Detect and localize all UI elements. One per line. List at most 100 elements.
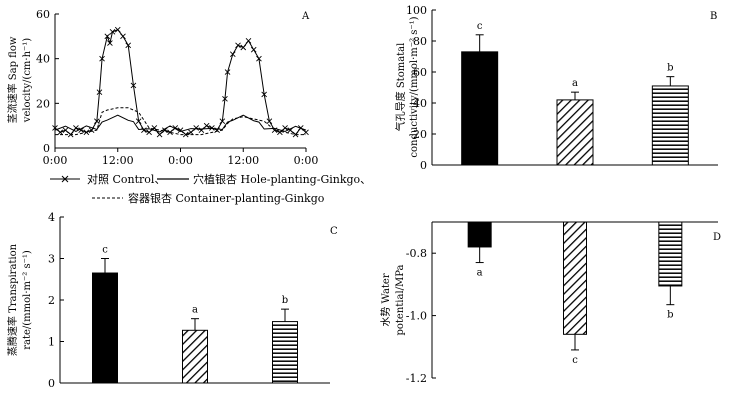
control-point-marker <box>277 129 283 136</box>
control-point-marker <box>120 33 126 40</box>
control-point-marker <box>99 55 105 62</box>
control-point-marker <box>287 127 294 133</box>
plot-area-a: 0 20 40 60 0:00 12:00 0:00 12:00 0:00 <box>36 8 318 167</box>
plot-area-c: 0 1 2 3 4 c a b <box>48 211 330 390</box>
x-tick-label-a: 0:00 <box>294 154 319 167</box>
panel-c: C 蒸腾速率 Transpiration rate/(mmol·m⁻² s⁻¹)… <box>6 211 338 390</box>
significance-letter-c-3: b <box>282 295 288 306</box>
bar-b-3 <box>651 85 689 166</box>
y-tick-label-d: -0.8 <box>406 247 427 260</box>
y-tick-label-b: 40 <box>413 97 427 110</box>
control-point-marker <box>88 127 95 133</box>
plot-area-b: 0 20 40 60 80 100 c a b <box>406 4 718 172</box>
significance-letter-d-2: c <box>572 355 578 366</box>
series-line-hole-planting <box>54 114 307 133</box>
y-tick-label-c: 3 <box>48 253 55 266</box>
control-point-marker <box>266 118 273 125</box>
control-point-marker <box>222 96 228 102</box>
bar-d-3 <box>658 221 683 287</box>
control-point-marker <box>109 29 116 35</box>
control-point-marker <box>94 118 100 125</box>
control-point-marker <box>67 131 74 138</box>
legend-control-label: 对照 Control、 <box>87 172 165 186</box>
control-point-marker <box>219 118 226 125</box>
control-point-marker <box>297 125 304 131</box>
control-point-marker <box>282 125 288 131</box>
x-tick-label-a: 0:00 <box>168 154 193 167</box>
control-point-marker <box>250 46 257 53</box>
panel-label-d: D <box>713 232 721 243</box>
bar-d-1 <box>467 221 492 248</box>
control-point-marker <box>177 127 184 133</box>
control-point-marker <box>214 127 220 133</box>
legend-hole-label: 穴植银杏 Hole-planting-Ginkgo、 <box>193 172 371 186</box>
y-tick-label-a: 40 <box>36 53 50 66</box>
ylabel-d-line1: 水势 Water <box>379 273 392 326</box>
ylabel-d-line2: potential/MPa <box>395 264 406 335</box>
panel-label-c: C <box>330 226 338 237</box>
control-point-marker <box>209 125 215 131</box>
panel-label-a: A <box>301 11 310 22</box>
significance-letter-d-1: a <box>477 268 483 279</box>
control-point-marker <box>245 37 252 44</box>
panel-a: A 茎流速率 Sap flow velocity/(cm·h⁻¹) 0 20 40 6… <box>6 8 371 205</box>
control-point-marker <box>130 82 137 89</box>
bar-c-1 <box>92 272 118 384</box>
control-point-marker <box>78 127 84 133</box>
ylabel-a-line2: velocity/(cm·h⁻¹) <box>22 38 33 124</box>
control-point-marker <box>107 40 113 46</box>
y-tick-label-d: -1.0 <box>406 310 427 323</box>
control-point-marker <box>261 91 267 98</box>
control-point-marker <box>57 129 64 136</box>
control-point-marker <box>271 127 278 133</box>
control-point-marker <box>256 55 262 62</box>
y-tick-label-a: 20 <box>36 97 50 110</box>
control-point-marker <box>96 89 103 95</box>
bar-b-2 <box>556 99 594 166</box>
control-point-marker <box>52 125 58 131</box>
significance-letter-d-3: b <box>667 310 673 321</box>
control-point-marker <box>292 131 299 138</box>
control-point-marker <box>141 127 147 133</box>
y-tick-label-a: 0 <box>43 142 50 155</box>
panel-d: D 水势 Water potential/MPa -0.8 -1.0 -1.2 a c b <box>379 221 721 385</box>
control-point-marker <box>224 69 231 75</box>
bar-c-2 <box>182 329 208 384</box>
y-tick-label-b: 20 <box>413 128 427 141</box>
y-tick-label-b: 0 <box>420 159 427 172</box>
series-line-control <box>54 29 307 136</box>
panel-b: B 气孔导度 Stomatal conductivity/(mmol·m⁻² s… <box>394 4 718 172</box>
plot-area-d: -0.8 -1.0 -1.2 a c b <box>406 221 718 385</box>
control-point-marker <box>135 118 142 125</box>
significance-letter-c-2: a <box>192 305 198 316</box>
control-point-marker <box>172 125 179 131</box>
y-tick-label-b: 80 <box>413 35 427 48</box>
control-point-marker <box>193 125 200 131</box>
control-point-marker <box>73 125 79 131</box>
control-point-marker <box>151 125 158 131</box>
x-tick-label-a: 12:00 <box>227 154 259 167</box>
control-point-marker <box>114 26 121 33</box>
control-point-marker <box>146 129 152 136</box>
legend-control-marker <box>61 175 69 183</box>
x-tick-label-a: 0:00 <box>43 154 68 167</box>
y-tick-label-d: -1.2 <box>406 372 427 385</box>
ylabel-b-line2: conductivity/(mmol·m⁻² s⁻¹) <box>409 16 420 157</box>
y-tick-label-c: 1 <box>48 336 55 349</box>
control-point-marker <box>104 33 111 40</box>
x-tick-label-a: 12:00 <box>102 154 134 167</box>
control-point-marker <box>235 42 241 49</box>
control-point-marker <box>229 51 236 58</box>
control-point-marker <box>303 129 309 136</box>
ylabel-b-line1: 气孔导度 Stomatal <box>394 43 407 132</box>
control-point-marker <box>83 129 90 136</box>
control-point-marker <box>156 131 163 138</box>
significance-letter-b-1: c <box>477 21 483 32</box>
significance-letter-b-3: b <box>667 63 673 74</box>
series-line-container-planting <box>55 107 306 136</box>
control-point-marker <box>240 44 247 51</box>
control-point-marker <box>62 127 69 133</box>
y-tick-label-c: 2 <box>48 294 55 307</box>
y-tick-label-c: 4 <box>48 211 55 224</box>
control-point-marker <box>203 122 210 129</box>
